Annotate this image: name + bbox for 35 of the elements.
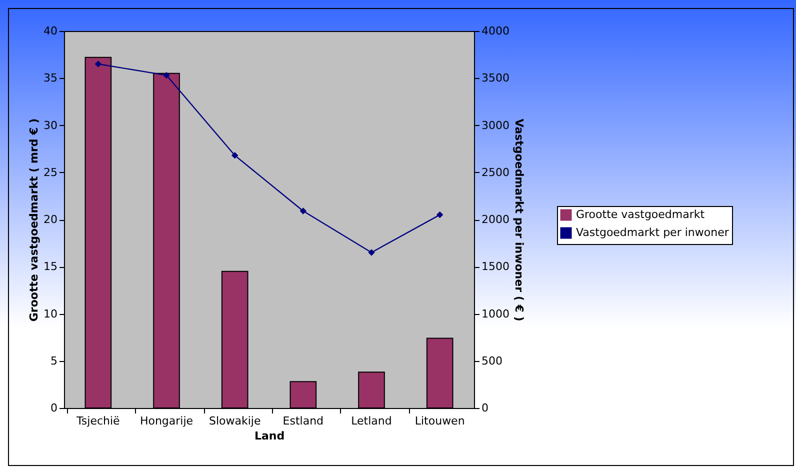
y-tick-label: 30 [44, 118, 58, 132]
x-tick-label: Letland [351, 414, 392, 428]
y2-tick-label: 3500 [482, 72, 510, 85]
y2-tick-label: 1500 [482, 260, 510, 274]
y-axis-title: Grootte vastgoedmarkt ( mrd € ) [28, 118, 41, 322]
point [300, 208, 307, 214]
y-tick-label: 15 [44, 260, 58, 274]
x-tick-label: Tsjechië [76, 414, 120, 428]
y2-tick-label: 2500 [482, 166, 510, 179]
point [231, 152, 238, 159]
y-tick-label: 35 [44, 72, 58, 85]
legend-label: Grootte vastgoedmarkt [576, 208, 706, 221]
x-tick-label: Estland [282, 414, 324, 428]
x-tick-label: Slowakije [208, 414, 261, 428]
y2-axis-title: Vastgoedmarkt per inwoner ( € ) [512, 118, 526, 322]
legend-label: Vastgoedmarkt per inwoner [576, 226, 730, 239]
y2-tick-label: 4000 [482, 24, 510, 38]
x-axis-title: Land [254, 430, 285, 442]
y-tick-label: 10 [44, 307, 58, 320]
point [368, 249, 375, 256]
y-tick-label: 5 [50, 354, 58, 368]
y2-tick-label: 0 [482, 402, 488, 414]
y2-tick-label: 2000 [482, 213, 510, 226]
point [436, 211, 444, 218]
y-tick-label: 25 [44, 166, 58, 179]
y-tick-label: 40 [44, 24, 58, 38]
y2-tick-label: 500 [482, 354, 502, 368]
y-tick-label: 20 [44, 213, 58, 226]
point [94, 60, 102, 68]
x-tick-label: Hongarije [140, 414, 194, 428]
x-tick-label: Litouwen [414, 414, 465, 428]
y2-tick-label: 3000 [482, 118, 510, 132]
y-tick-label: 0 [50, 402, 58, 414]
point [163, 72, 170, 79]
y2-tick-label: 1000 [482, 307, 510, 320]
